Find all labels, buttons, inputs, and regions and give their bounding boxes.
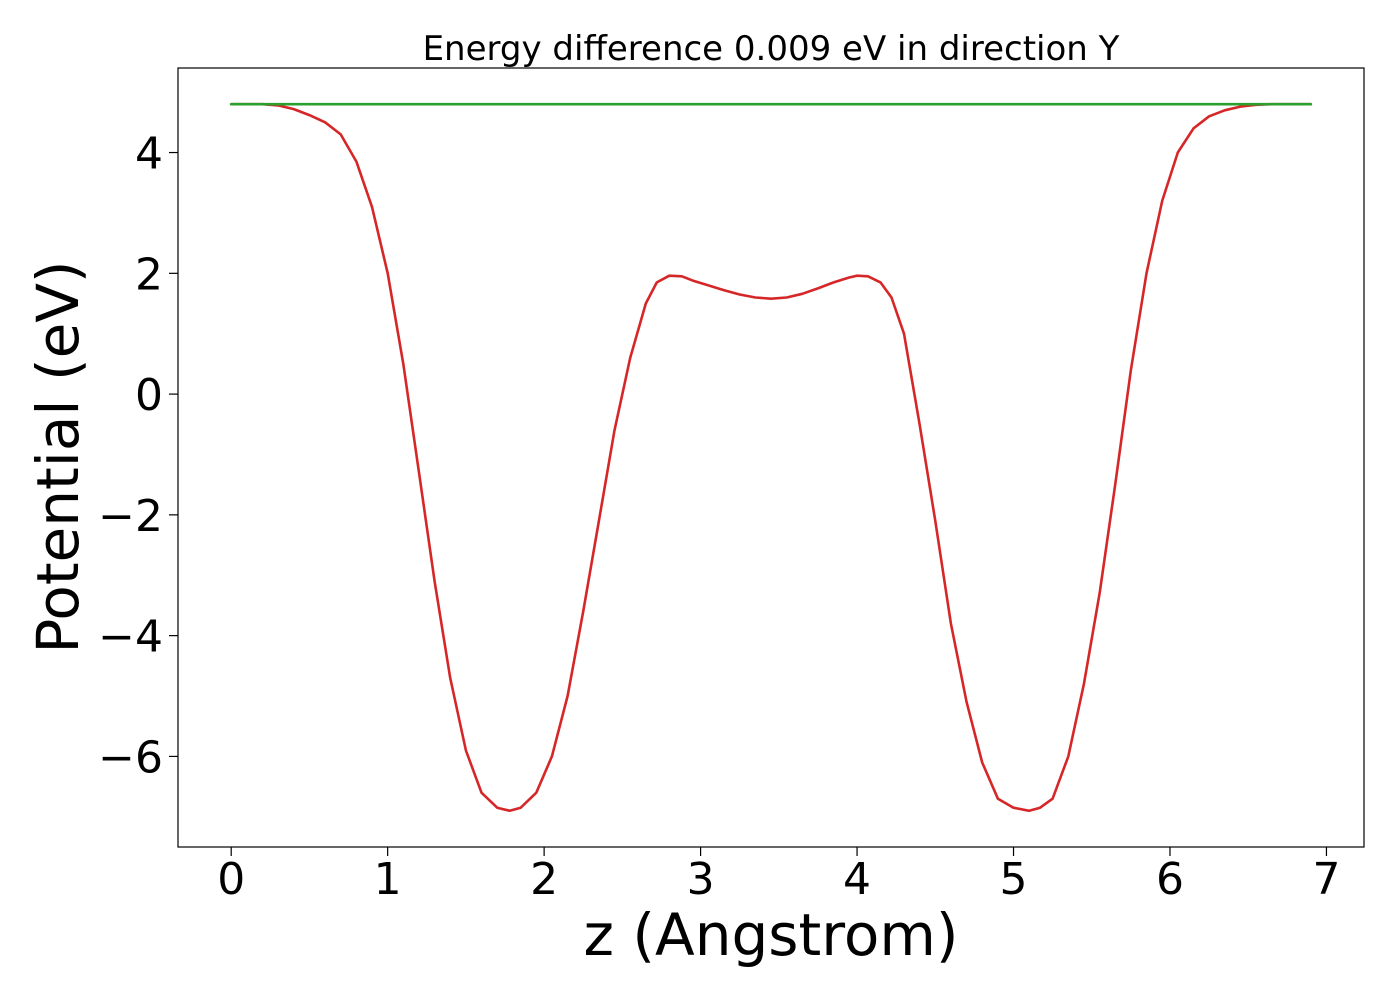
y-axis: −6 −4 −2 0 2 4 [98,129,178,783]
series-line-1 [229,102,1313,813]
y-tick-label: −2 [98,491,163,542]
y-tick-label: −6 [98,732,163,783]
x-axis: 0 1 2 3 4 5 6 7 [217,847,1340,905]
plot-frame [177,67,1365,848]
y-tick-label: −4 [98,612,163,663]
series-layer [229,102,1313,813]
y-tick-label: 2 [135,249,163,300]
x-tick-label: 5 [1000,854,1028,905]
x-tick-label: 2 [530,854,558,905]
x-axis-label: z (Angstrom) [584,901,959,969]
x-tick-label: 3 [687,854,715,905]
x-tick-label: 1 [374,854,402,905]
chart-title: Energy difference 0.009 eV in direction … [423,29,1120,69]
y-tick-label: 0 [135,370,163,421]
x-tick-label: 6 [1156,854,1184,905]
x-tick-label: 4 [843,854,871,905]
x-tick-label: 0 [217,854,245,905]
plot-area [177,67,1365,848]
y-axis-label: Potential (eV) [24,260,92,653]
x-tick-label: 7 [1312,854,1340,905]
y-tick-label: 4 [135,129,163,180]
